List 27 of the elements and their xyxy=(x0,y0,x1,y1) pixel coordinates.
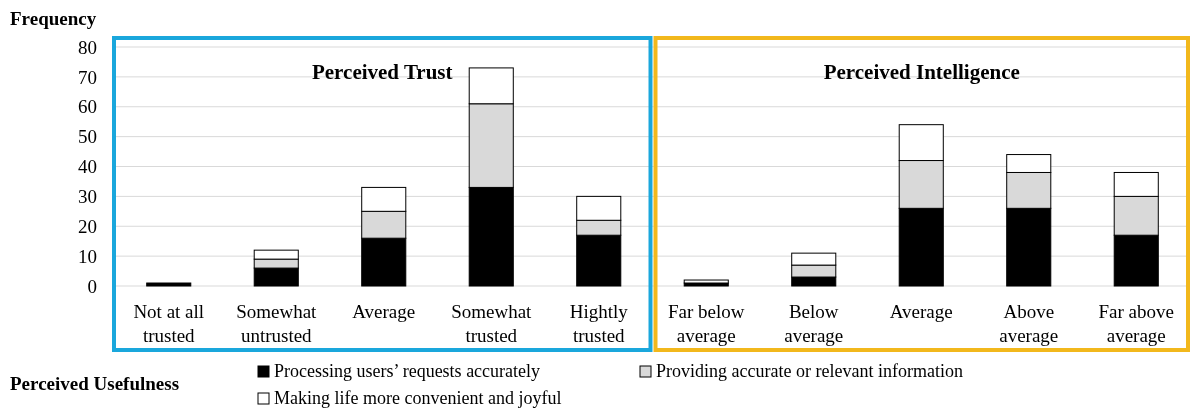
y-tick-label: 60 xyxy=(78,96,97,118)
annotation: Perceived Trust xyxy=(311,60,453,84)
y-tick-label: 70 xyxy=(78,66,97,88)
legend-title: Perceived Usefulness xyxy=(10,373,180,394)
legend-label: Providing accurate or relevant information xyxy=(656,361,963,381)
y-tick-label: 10 xyxy=(78,245,97,267)
bar xyxy=(146,282,192,287)
legend-label: Making life more convenient and joyful xyxy=(274,388,562,408)
x-tick-label: Somewhat trusted xyxy=(451,301,533,346)
y-tick-label: 20 xyxy=(78,215,97,237)
x-tick-label: Hightly trusted xyxy=(569,301,629,346)
y-tick-label: 0 xyxy=(87,275,97,297)
x-tick-label: Above average xyxy=(999,301,1059,346)
y-tick-label: 50 xyxy=(78,126,97,148)
annotation: Perceived Intelligence xyxy=(823,60,1020,84)
x-tick-label: Not at all trusted xyxy=(133,301,205,346)
x-tick-label: Below average xyxy=(784,301,844,346)
y-tick-label: 80 xyxy=(78,36,97,58)
legend-label: Processing users’ requests accurately xyxy=(274,361,541,381)
x-tick-label: Far below average xyxy=(667,301,745,346)
x-tick-label: Somewhat untrusted xyxy=(236,301,318,346)
x-tick-label: Far above average xyxy=(1098,301,1174,346)
y-tick-label: 40 xyxy=(78,156,97,178)
y-axis-title: Frequency xyxy=(10,8,97,29)
y-tick-label: 30 xyxy=(78,186,97,208)
x-tick-label: Average xyxy=(352,301,416,322)
x-tick-label: Average xyxy=(889,301,953,322)
